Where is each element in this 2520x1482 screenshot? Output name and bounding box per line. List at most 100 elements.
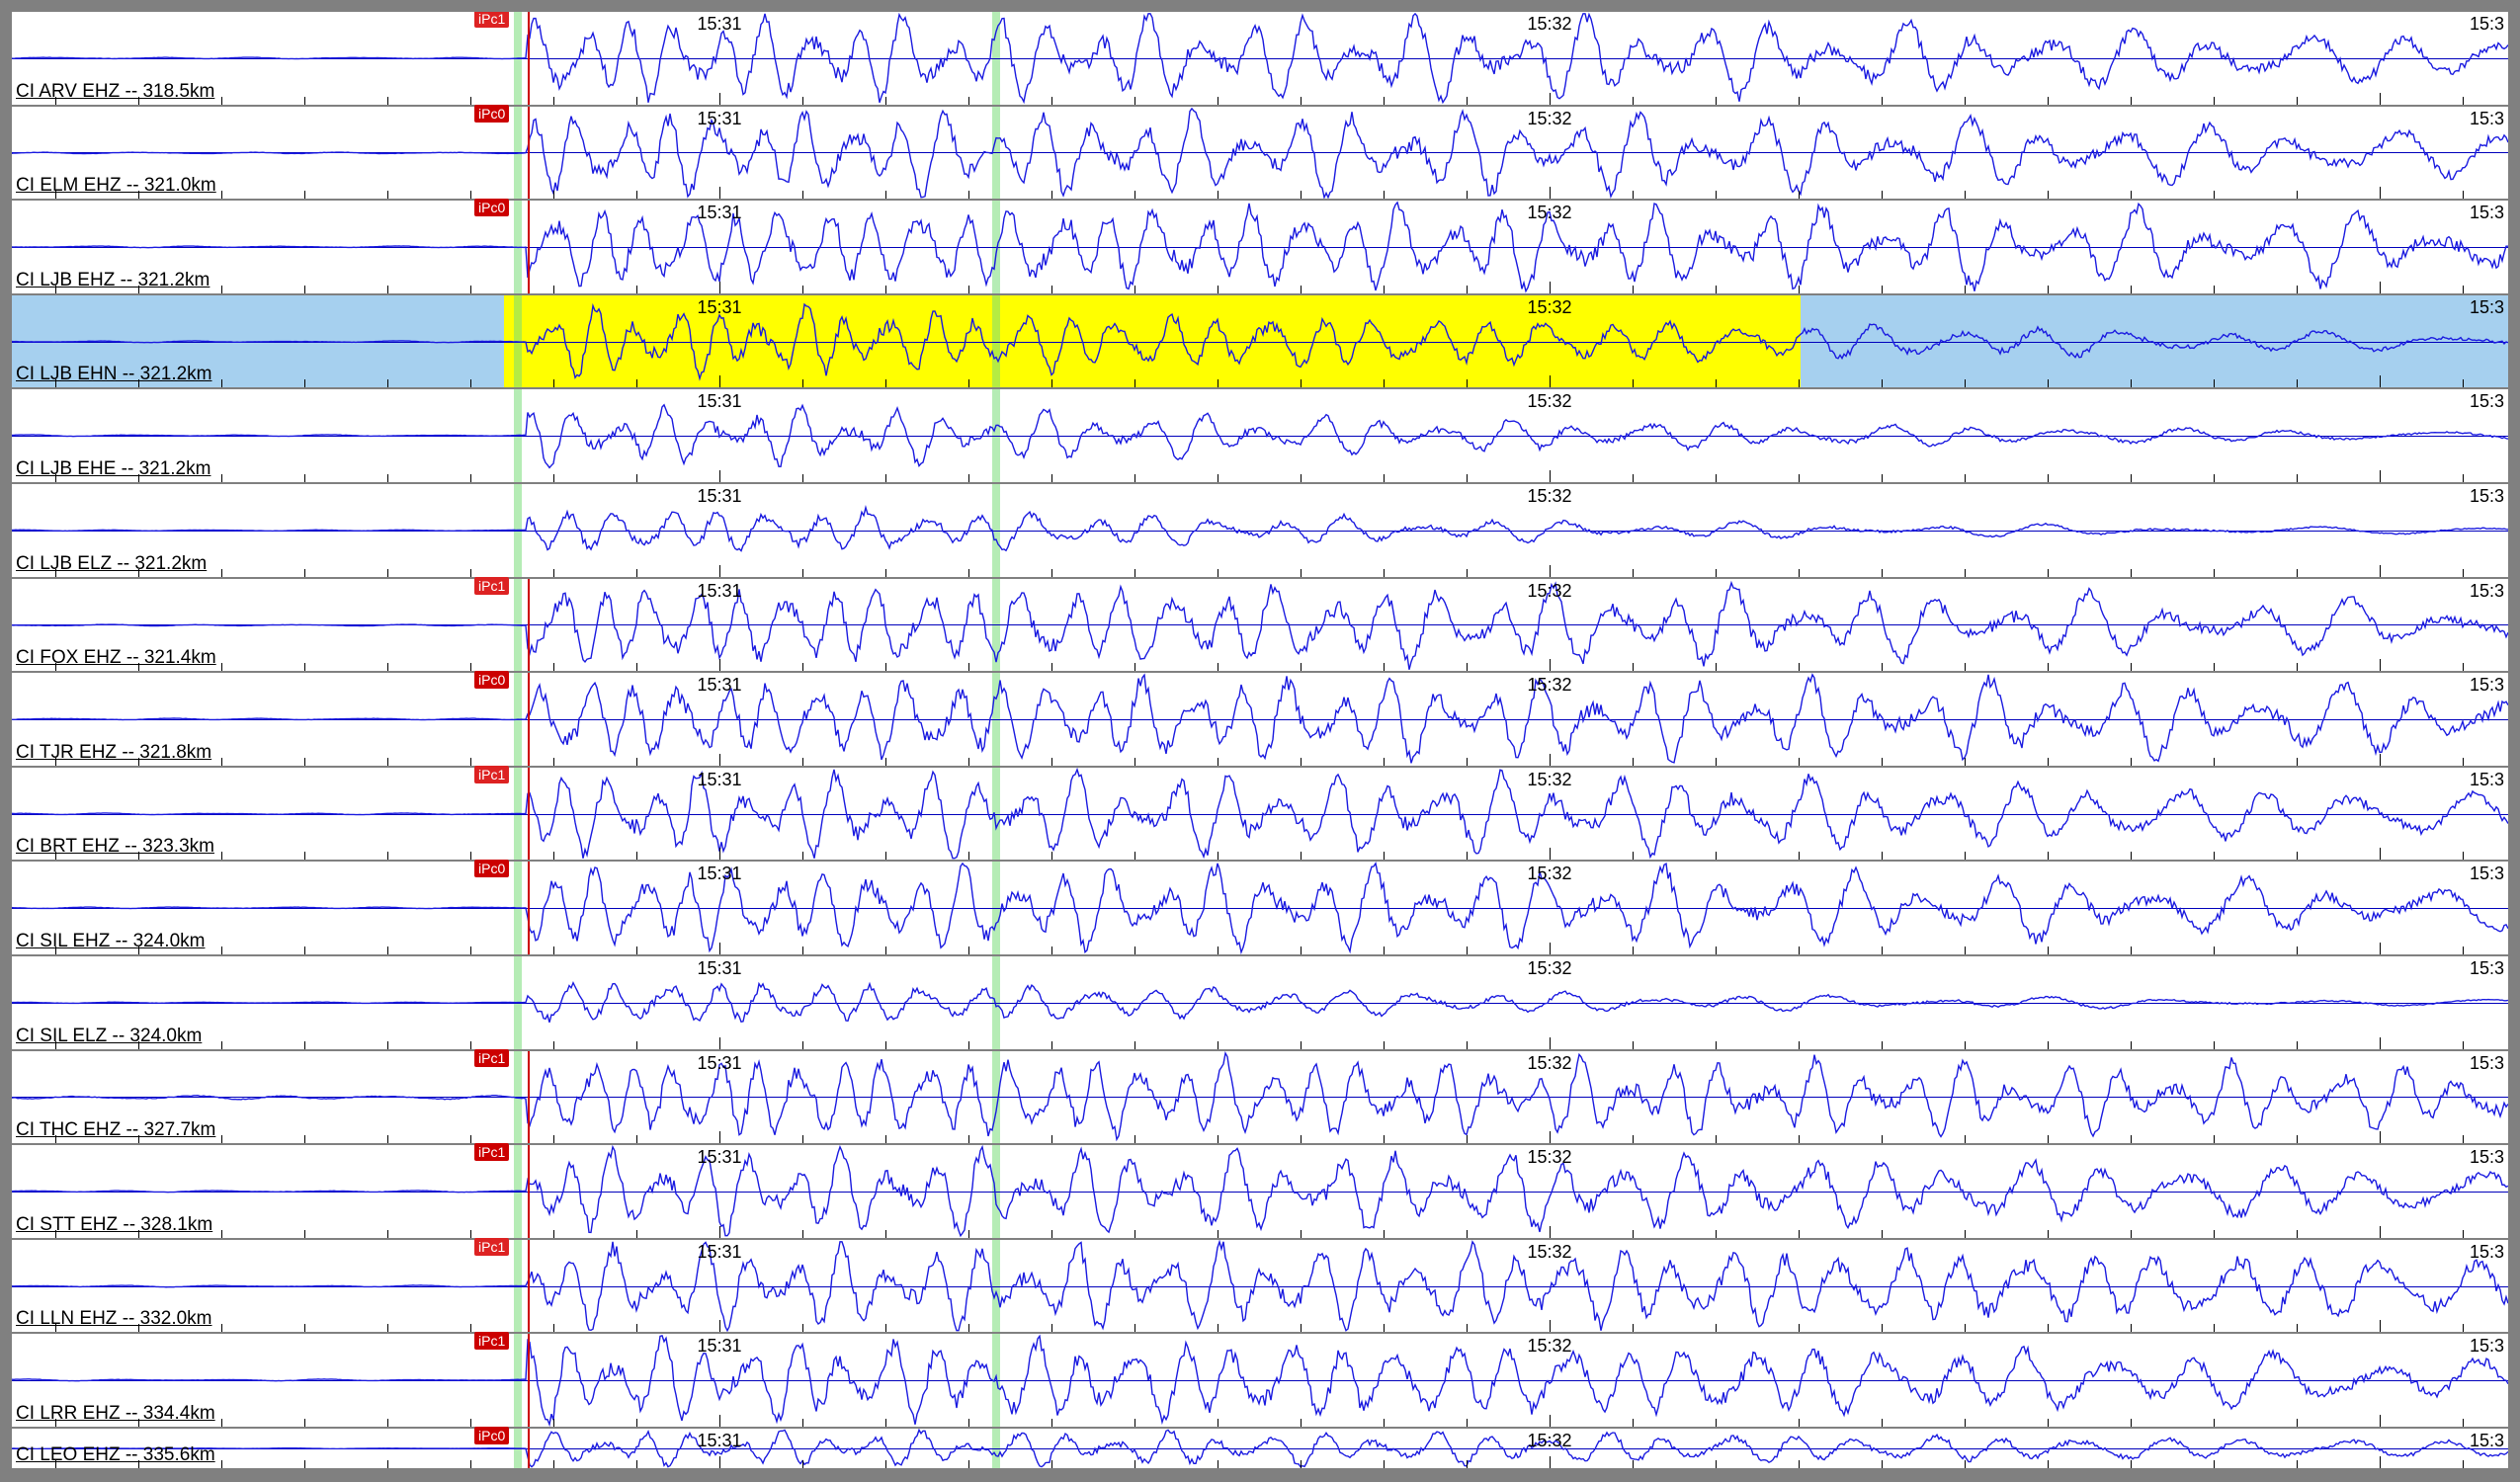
time-label-end: 15:3 (2470, 581, 2504, 602)
pick-flag[interactable]: iPc1 (474, 1049, 509, 1067)
time-label-end: 15:3 (2470, 391, 2504, 412)
trace-label: CI LEO EHZ -- 335.6km (16, 1444, 215, 1466)
time-axis (12, 563, 2508, 577)
time-label-end: 15:3 (2470, 14, 2504, 35)
trace-label: CI LJB EHZ -- 321.2km (16, 270, 210, 291)
time-axis (12, 185, 2508, 199)
time-axis (12, 1318, 2508, 1332)
time-label-1: 15:31 (697, 1147, 741, 1168)
time-label-1: 15:31 (697, 297, 741, 318)
trace-row[interactable]: iPc1 15:31 15:32 15:3 CI ARV EHZ -- 318.5km (12, 12, 2508, 107)
time-label-end: 15:3 (2470, 1336, 2504, 1357)
time-axis (12, 1224, 2508, 1238)
trace-label: CI LJB EHN -- 321.2km (16, 364, 212, 385)
time-axis (12, 941, 2508, 954)
time-axis (12, 1129, 2508, 1143)
trace-row[interactable]: iPc0 15:31 15:32 15:3 CI SIL EHZ -- 324.0km (12, 862, 2508, 956)
time-label-1: 15:31 (697, 14, 741, 35)
time-label-end: 15:3 (2470, 1053, 2504, 1074)
time-label-2: 15:32 (1527, 109, 1571, 129)
trace-label: CI FOX EHZ -- 321.4km (16, 647, 216, 669)
trace-row[interactable]: 15:3115:3215:3CI SIL ELZ -- 324.0km (12, 956, 2508, 1051)
seismic-trace-viewer: iPc115:3115:3215:3CI ARV EHZ -- 318.5kmi… (0, 0, 2520, 1482)
trace-row[interactable]: 15:31 15:32 15:3 CI LJB ELZ -- 321.2km (12, 484, 2508, 579)
time-axis (12, 1035, 2508, 1049)
trace-row[interactable]: iPc0 15:31 15:32 15:3 CI ELM EHZ -- 321.0km (12, 107, 2508, 202)
time-label-end: 15:3 (2470, 109, 2504, 129)
time-label-1: 15:31 (697, 864, 741, 884)
time-label-2: 15:32 (1527, 297, 1571, 318)
pick-flag[interactable]: iPc1 (474, 1143, 509, 1161)
trace-label: CI TJR EHZ -- 321.8km (16, 742, 211, 764)
time-label-1: 15:31 (697, 109, 741, 129)
trace-label: CI LRR EHZ -- 334.4km (16, 1403, 215, 1425)
time-label-1: 15:31 (697, 391, 741, 412)
time-axis (12, 91, 2508, 105)
pick-flag[interactable]: iPc0 (474, 1427, 509, 1444)
time-label-2: 15:32 (1527, 203, 1571, 223)
time-label-end: 15:3 (2470, 1242, 2504, 1263)
pick-flag[interactable]: iPc1 (474, 577, 509, 595)
time-label-2: 15:32 (1527, 1242, 1571, 1263)
time-axis (12, 280, 2508, 293)
trace-label: CI BRT EHZ -- 323.3km (16, 836, 214, 858)
time-label-1: 15:31 (697, 1242, 741, 1263)
time-label-1: 15:31 (697, 958, 741, 979)
trace-row[interactable]: iPc115:3115:3215:3CI LRR EHZ -- 334.4km (12, 1334, 2508, 1429)
trace-row[interactable]: iPc115:3115:3215:3CI STT EHZ -- 328.1km (12, 1145, 2508, 1240)
time-label-1: 15:31 (697, 1053, 741, 1074)
time-label-2: 15:32 (1527, 391, 1571, 412)
trace-row[interactable]: iPc115:3115:3215:3CI FOX EHZ -- 321.4km (12, 579, 2508, 674)
pick-flag[interactable]: iPc1 (474, 766, 509, 783)
time-axis (12, 468, 2508, 482)
time-label-end: 15:3 (2470, 770, 2504, 790)
time-label-end: 15:3 (2470, 203, 2504, 223)
pick-flag[interactable]: iPc0 (474, 105, 509, 123)
time-label-1: 15:31 (697, 581, 741, 602)
time-label-1: 15:31 (697, 675, 741, 696)
pick-flag[interactable]: iPc1 (474, 10, 509, 28)
trace-label: CI ARV EHZ -- 318.5km (16, 81, 214, 103)
time-label-1: 15:31 (697, 486, 741, 507)
pick-flag[interactable]: iPc0 (474, 671, 509, 689)
trace-row[interactable]: 15:31 15:32 15:3 CI LJB EHE -- 321.2km (12, 389, 2508, 484)
time-label-end: 15:3 (2470, 1431, 2504, 1451)
time-label-end: 15:3 (2470, 486, 2504, 507)
time-label-1: 15:31 (697, 1431, 741, 1451)
time-label-2: 15:32 (1527, 14, 1571, 35)
time-axis (12, 373, 2508, 387)
time-axis (12, 1413, 2508, 1427)
trace-row[interactable]: 15:31 15:32 15:3 CI LJB EHN -- 321.2km (12, 295, 2508, 390)
trace-label: CI SIL EHZ -- 324.0km (16, 931, 205, 952)
trace-label: CI THC EHZ -- 327.7km (16, 1119, 215, 1141)
time-axis (12, 846, 2508, 860)
trace-label: CI LJB EHE -- 321.2km (16, 458, 210, 480)
time-label-end: 15:3 (2470, 864, 2504, 884)
trace-row[interactable]: iPc115:3115:3215:3CI LLN EHZ -- 332.0km (12, 1240, 2508, 1335)
trace-label: CI ELM EHZ -- 321.0km (16, 175, 216, 197)
time-label-2: 15:32 (1527, 1053, 1571, 1074)
trace-stack[interactable]: iPc115:3115:3215:3CI ARV EHZ -- 318.5kmi… (8, 8, 2512, 1474)
time-label-2: 15:32 (1527, 675, 1571, 696)
time-label-end: 15:3 (2470, 297, 2504, 318)
pick-flag[interactable]: iPc1 (474, 1238, 509, 1256)
time-label-1: 15:31 (697, 770, 741, 790)
time-label-2: 15:32 (1527, 1147, 1571, 1168)
time-label-1: 15:31 (697, 1336, 741, 1357)
trace-row[interactable]: iPc1 15:31 15:32 15:3 CI THC EHZ -- 327.7km (12, 1051, 2508, 1146)
trace-row[interactable]: iPc0 15:31 15:32 15:3 CI LEO EHZ -- 335.6km (12, 1429, 2508, 1470)
time-label-2: 15:32 (1527, 486, 1571, 507)
time-label-2: 15:32 (1527, 1431, 1571, 1451)
time-label-2: 15:32 (1527, 864, 1571, 884)
trace-label: CI STT EHZ -- 328.1km (16, 1214, 212, 1236)
trace-label: CI SIL ELZ -- 324.0km (16, 1026, 202, 1047)
pick-flag[interactable]: iPc0 (474, 860, 509, 877)
pick-flag[interactable]: iPc0 (474, 199, 509, 216)
trace-row[interactable]: iPc015:3115:3215:3CI LJB EHZ -- 321.2km (12, 201, 2508, 295)
trace-row[interactable]: iPc015:3115:3215:3CI TJR EHZ -- 321.8km (12, 673, 2508, 768)
trace-row[interactable]: iPc115:3115:3215:3CI BRT EHZ -- 323.3km (12, 768, 2508, 863)
pick-flag[interactable]: iPc1 (474, 1332, 509, 1350)
time-axis (12, 657, 2508, 671)
trace-label: CI LJB ELZ -- 321.2km (16, 553, 207, 575)
time-label-end: 15:3 (2470, 958, 2504, 979)
